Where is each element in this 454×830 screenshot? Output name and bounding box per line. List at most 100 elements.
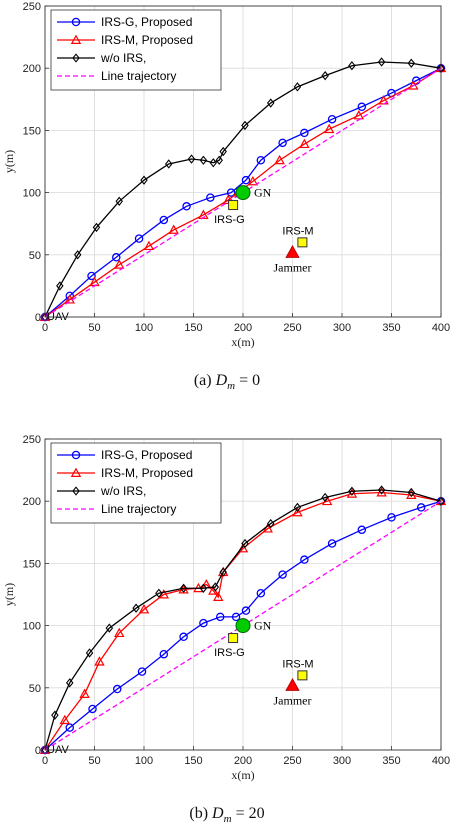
data-point	[226, 188, 236, 197]
y-axis-label: y(m)	[2, 150, 16, 173]
legend-entry: w/o IRS,	[100, 51, 146, 65]
data-point	[88, 704, 97, 714]
data-point	[327, 539, 337, 548]
data-point	[199, 155, 208, 165]
legend-marker	[72, 53, 80, 63]
data-point	[199, 583, 208, 593]
gn-label: GN	[254, 186, 272, 200]
data-point	[293, 502, 302, 513]
jammer-label: Jammer	[274, 693, 312, 707]
data-point	[327, 114, 337, 124]
x-tick-label: 250	[283, 322, 301, 334]
data-point	[132, 603, 140, 613]
data-point	[407, 58, 416, 68]
x-tick-label: 100	[135, 322, 153, 334]
data-point	[85, 648, 94, 658]
x-tick-label: 400	[432, 755, 450, 767]
x-tick-label: 50	[88, 322, 100, 334]
data-point	[300, 128, 309, 138]
series-line	[44, 67, 442, 318]
irs-m-label: IRS-M	[282, 658, 313, 670]
data-point	[73, 250, 82, 260]
data-point	[134, 234, 144, 243]
legend-marker	[70, 467, 82, 477]
gn-marker	[235, 618, 251, 634]
data-point	[59, 714, 71, 725]
data-point	[348, 61, 356, 71]
data-point	[266, 98, 275, 108]
data-point	[299, 138, 310, 149]
irs-g-marker	[228, 200, 239, 211]
data-point	[79, 688, 90, 698]
data-point	[113, 684, 122, 694]
y-tick-label: 250	[23, 1, 41, 13]
data-point	[213, 591, 224, 601]
data-point	[159, 215, 169, 225]
data-point	[231, 612, 241, 622]
legend-marker	[70, 34, 82, 44]
series-line	[44, 491, 442, 751]
legend-entry: IRS-G, Proposed	[101, 448, 192, 462]
legend-marker	[72, 486, 80, 496]
legend-entry: Line trajectory	[101, 502, 176, 516]
data-point	[165, 159, 173, 169]
data-point	[115, 196, 123, 206]
y-tick-label: 50	[29, 250, 41, 262]
data-point	[357, 102, 367, 112]
x-tick-label: 300	[333, 755, 351, 767]
panel-caption: (b) Dm = 20	[189, 805, 264, 825]
data-point	[209, 158, 218, 168]
data-point	[94, 656, 105, 666]
legend: IRS-G, Proposed IRS-M, Proposed w/o IRS, Li…	[50, 9, 222, 91]
data-point	[198, 209, 209, 219]
legend-marker	[71, 17, 81, 27]
data-point	[357, 525, 367, 535]
data-point	[266, 518, 275, 529]
data-point	[219, 567, 227, 577]
data-point	[406, 489, 417, 499]
data-point	[56, 281, 64, 291]
y-tick-label: 0	[35, 312, 41, 324]
y-tick-label: 250	[23, 434, 41, 446]
data-point	[274, 154, 285, 165]
data-point	[348, 486, 356, 496]
y-tick-label: 150	[23, 558, 41, 570]
data-point	[300, 555, 309, 564]
legend-entry: IRS-G, Proposed	[101, 15, 192, 29]
data-point	[376, 487, 387, 497]
x-tick-label: 50	[88, 755, 100, 767]
data-point	[159, 649, 169, 659]
x-axis-label: x(m)	[231, 335, 254, 349]
data-point	[241, 538, 249, 549]
x-tick-label: 0	[42, 755, 48, 767]
x-tick-label: 150	[184, 322, 202, 334]
y-tick-label: 0	[35, 745, 41, 757]
y-tick-label: 50	[29, 683, 41, 695]
data-point	[199, 618, 208, 628]
series-line	[44, 61, 442, 318]
data-point	[155, 588, 163, 598]
data-point	[114, 627, 125, 638]
data-point	[407, 487, 416, 498]
data-point	[64, 294, 75, 304]
data-point	[51, 710, 59, 720]
data-point	[353, 110, 365, 120]
data-point	[346, 488, 358, 498]
y-tick-label: 100	[23, 621, 41, 633]
data-point	[278, 570, 287, 579]
data-point	[387, 513, 396, 522]
series-2	[41, 57, 445, 322]
y-tick-label: 200	[23, 63, 41, 75]
x-tick-label: 250	[283, 755, 301, 767]
jammer-marker	[285, 677, 300, 691]
data-point	[377, 57, 386, 67]
y-tick-label: 100	[23, 188, 41, 200]
series-0	[40, 63, 446, 322]
x-tick-label: 150	[184, 755, 202, 767]
jammer-marker	[285, 244, 300, 258]
irs-g-marker	[228, 633, 239, 644]
data-point	[211, 582, 220, 592]
data-point	[323, 123, 335, 134]
